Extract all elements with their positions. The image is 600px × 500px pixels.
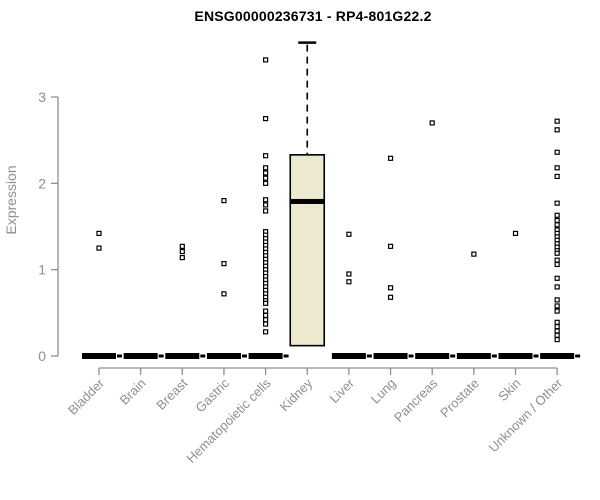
x-tick-label: Bladder	[65, 375, 108, 418]
collapsed-box-nub	[408, 354, 414, 358]
outlier-point	[179, 243, 185, 249]
outlier-point	[96, 230, 102, 237]
collapsed-box	[82, 353, 116, 359]
outlier-point	[263, 202, 269, 208]
collapsed-box	[165, 353, 200, 359]
x-tick-label: Brain	[117, 376, 149, 408]
median-line	[290, 198, 325, 204]
x-tick-label: Breast	[153, 375, 190, 412]
outlier-point	[263, 308, 269, 314]
outlier-point	[263, 317, 269, 323]
outlier-point	[263, 197, 269, 203]
outlier-point	[554, 319, 560, 325]
outlier-point	[554, 173, 560, 180]
outlier-point	[554, 222, 560, 228]
collapsed-box-nub	[200, 354, 206, 358]
box	[289, 154, 326, 347]
collapsed-box-nub	[366, 354, 372, 358]
outlier-point	[179, 254, 185, 261]
outlier-point	[554, 149, 560, 155]
x-tick-label: Liver	[326, 375, 357, 406]
outlier-point	[554, 297, 560, 303]
collapsed-box	[206, 353, 241, 359]
outlier-point	[554, 328, 560, 334]
collapsed-box-nub	[575, 354, 581, 358]
outlier-point	[263, 153, 269, 159]
collapsed-box-nub	[283, 354, 289, 358]
outlier-point	[387, 285, 394, 291]
outlier-point	[554, 336, 560, 343]
y-tick-label: 1	[38, 262, 46, 278]
collapsed-box	[540, 353, 575, 359]
outlier-point	[554, 275, 560, 281]
x-tick-label: Unknown / Other	[486, 375, 566, 455]
outlier-point	[387, 243, 394, 249]
outlier-point	[263, 312, 269, 319]
outlier-point	[263, 208, 269, 214]
collapsed-box	[456, 353, 491, 359]
outlier-point	[263, 329, 269, 335]
outlier-point	[263, 175, 269, 181]
collapsed-box	[415, 353, 450, 359]
outlier-point	[263, 165, 269, 171]
collapsed-box	[373, 353, 408, 359]
outlier-point	[263, 115, 269, 122]
chart-title: ENSG00000236731 - RP4-801G22.2	[194, 8, 432, 24]
outlier-point	[387, 155, 394, 161]
x-tick-label: Lung	[368, 376, 399, 407]
outlier-point	[554, 284, 560, 290]
x-tick-label: Skin	[495, 376, 523, 404]
outlier-point	[263, 170, 269, 176]
outlier-point	[96, 245, 102, 251]
outlier-point	[554, 118, 560, 124]
outlier-point	[263, 180, 269, 186]
outlier-point	[554, 324, 560, 330]
collapsed-box	[123, 353, 158, 359]
outlier-point	[554, 250, 560, 256]
outlier-point	[554, 257, 560, 263]
outlier-point	[263, 321, 269, 327]
outlier-point	[554, 165, 560, 171]
outlier-point	[554, 303, 560, 309]
outlier-point	[387, 294, 394, 300]
outlier-point	[554, 200, 560, 206]
collapsed-box	[331, 353, 366, 359]
x-tick-label: Gastric	[192, 375, 232, 415]
y-tick-label: 2	[38, 175, 46, 191]
outlier-point	[512, 230, 519, 237]
outlier-point	[221, 198, 227, 204]
outlier-point	[221, 261, 227, 267]
outlier-point	[554, 261, 560, 268]
collapsed-box-nub	[450, 354, 456, 358]
outlier-point	[179, 248, 185, 255]
collapsed-box	[248, 353, 283, 359]
x-tick-label: Kidney	[277, 375, 316, 414]
y-tick-label: 3	[38, 89, 46, 105]
outlier-point	[346, 279, 352, 285]
outlier-point	[429, 120, 435, 126]
collapsed-box-nub	[117, 354, 122, 358]
x-tick-label: Prostate	[437, 376, 482, 421]
outlier-point	[346, 231, 352, 237]
collapsed-box-nub	[241, 354, 247, 358]
collapsed-box	[498, 353, 533, 359]
outlier-point	[554, 212, 560, 218]
outlier-point	[554, 332, 560, 338]
outlier-point	[554, 308, 560, 314]
y-axis-title: Expression	[3, 165, 19, 234]
collapsed-box-nub	[491, 354, 497, 358]
collapsed-box-nub	[158, 354, 164, 358]
y-tick-label: 0	[38, 348, 46, 364]
outlier-point	[346, 271, 352, 277]
outlier-point	[263, 300, 269, 306]
outlier-point	[554, 127, 560, 133]
outlier-point	[263, 57, 269, 63]
x-tick-label: Pancreas	[391, 375, 441, 425]
outlier-point	[221, 291, 227, 297]
outlier-point	[471, 251, 477, 257]
outlier-point	[554, 217, 560, 224]
collapsed-box-nub	[533, 354, 539, 358]
